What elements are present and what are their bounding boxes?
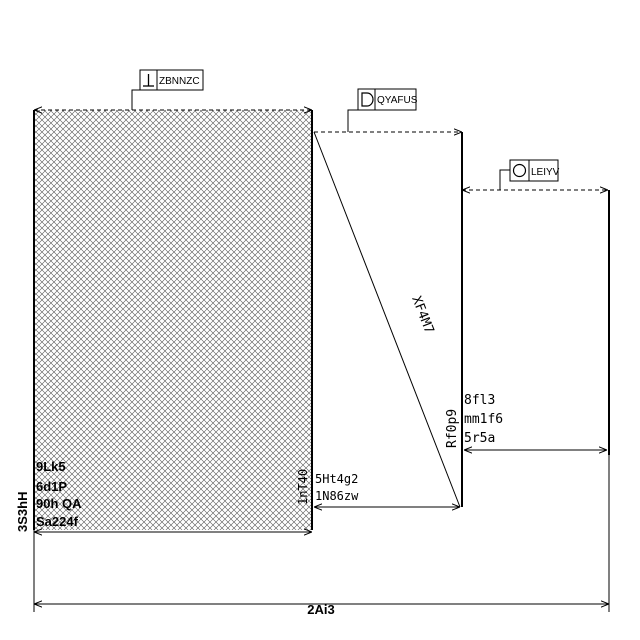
diagonal-label: XF4M7: [408, 294, 436, 336]
tag2-frame: [357, 88, 417, 111]
flatness-d-icon: [361, 92, 374, 107]
tag1-label: ZBNNZC: [159, 76, 200, 87]
middle-note-2: 1N86zw: [315, 489, 359, 503]
diagonal-lower-label: Rf0p9: [445, 409, 460, 448]
tag1-frame: [139, 69, 204, 91]
left-note-4: Sa224f: [36, 514, 79, 529]
left-hatched-block: [34, 110, 312, 530]
diagonal-edge: [313, 131, 461, 508]
tag3-leader: [499, 169, 510, 190]
right-note-2: mm1f6: [464, 412, 503, 427]
right-note-3: 5r5a: [464, 431, 495, 446]
circularity-icon: [512, 163, 527, 178]
tag3-label: LEIYV: [531, 167, 560, 178]
tag2-label: QYAFUS: [377, 95, 418, 106]
left-inner-dimension-label: 1nT40: [296, 469, 310, 505]
left-note-1: 9Lk5: [36, 459, 66, 474]
left-note-3: 90h QA: [36, 496, 82, 511]
middle-note-1: 5Ht4g2: [315, 472, 358, 486]
perpendicularity-icon: [143, 74, 154, 87]
overall-width-dimension-label: 2Ai3: [307, 602, 334, 617]
tag1-leader: [131, 89, 140, 110]
right-note-1: 8fl3: [464, 393, 495, 408]
tag2-leader: [347, 109, 358, 132]
left-note-2: 6d1P: [36, 479, 67, 494]
left-height-dimension-label: 3S3hH: [15, 492, 30, 532]
